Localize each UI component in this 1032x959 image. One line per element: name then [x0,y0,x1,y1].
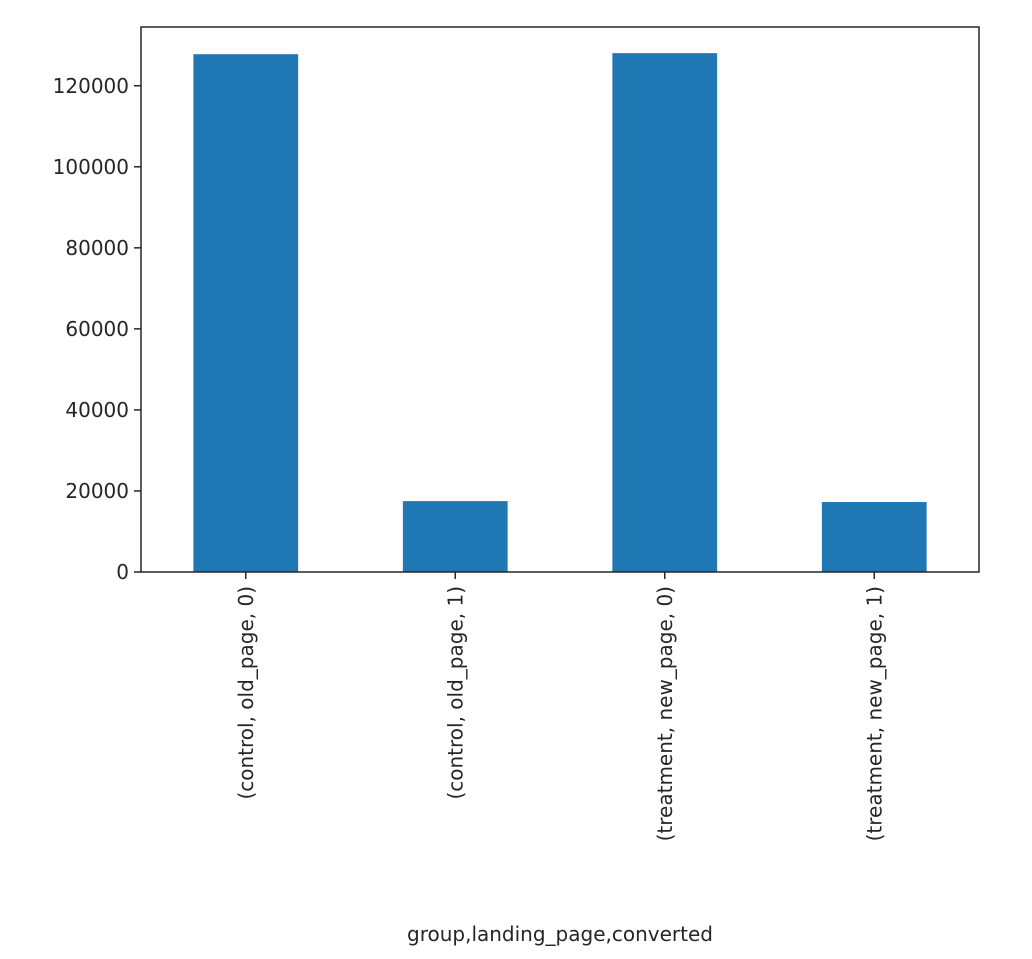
y-tick-label: 100000 [53,155,129,179]
y-tick-label: 20000 [65,479,129,503]
x-tick-label: (treatment, new_page, 0) [653,586,677,841]
x-tick-label: (control, old_page, 0) [234,586,258,800]
x-tick-label: (control, old_page, 1) [443,586,467,800]
bar [821,502,927,572]
y-tick-label: 40000 [65,398,129,422]
x-axis-label: group,landing_page,converted [407,922,713,946]
x-tick-label: (treatment, new_page, 1) [862,586,886,841]
bar [402,501,508,572]
axes-frame [140,26,980,573]
x-axis: (control, old_page, 0) (control, old_page… [234,572,886,841]
y-tick-label: 0 [116,560,129,584]
y-tick-label: 120000 [53,74,129,98]
y-tick-label: 80000 [65,236,129,260]
y-axis: 0 20000 40000 60000 80000 100000 120000 [53,74,141,584]
y-tick-label: 60000 [65,317,129,341]
bar [612,53,718,573]
bar [193,54,299,573]
plot-area [193,53,927,573]
